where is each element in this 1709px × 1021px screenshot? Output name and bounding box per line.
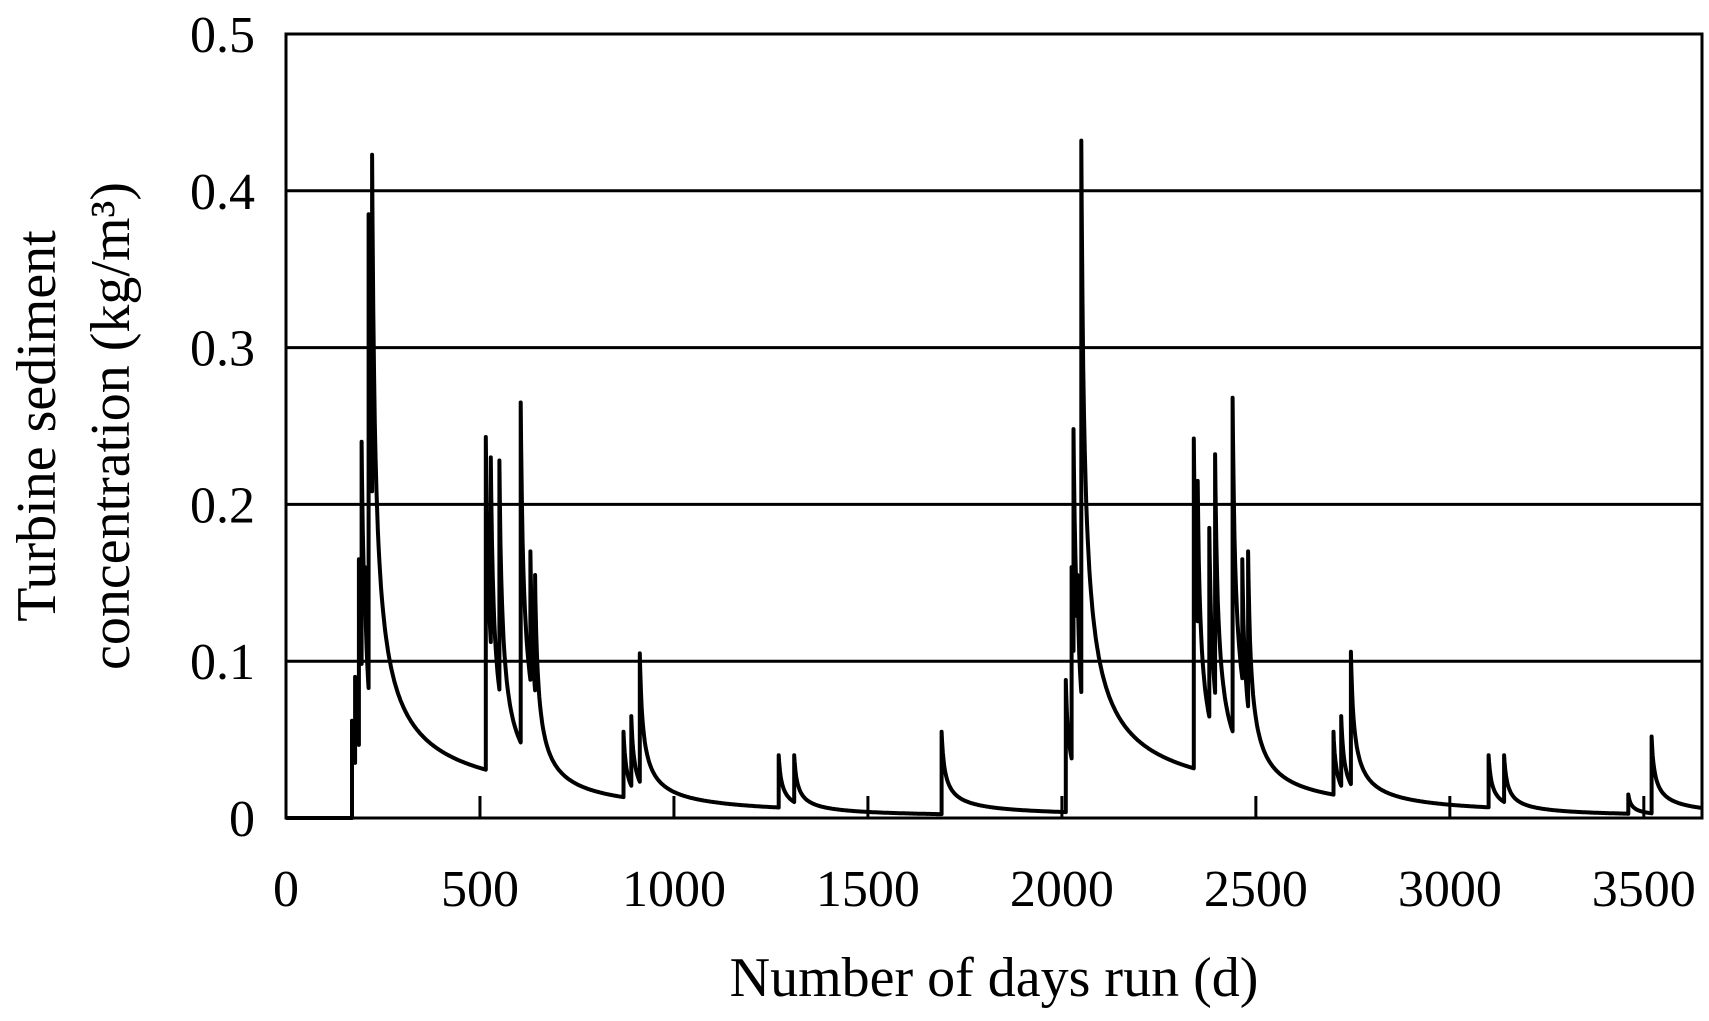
x-tick-label-500: 500 xyxy=(441,861,519,918)
x-tick-label-3500: 3500 xyxy=(1592,861,1696,918)
x-tick-label-2000: 2000 xyxy=(1010,861,1114,918)
y-tick-labels: 0 0.1 0.2 0.3 0.4 0.5 xyxy=(190,7,255,848)
y-axis-title: Turbine sediment concentration (kg/m³) xyxy=(6,182,142,670)
y-tick-label-0.2: 0.2 xyxy=(190,477,255,534)
x-tick-label-2500: 2500 xyxy=(1204,861,1308,918)
x-tick-labels: 0 500 1000 1500 2000 2500 3000 3500 xyxy=(273,861,1696,918)
y-axis-title-line1: Turbine sediment xyxy=(6,230,68,622)
y-tick-label-0: 0 xyxy=(229,791,255,848)
y-tick-label-0.5: 0.5 xyxy=(190,7,255,64)
x-tick-label-3000: 3000 xyxy=(1398,861,1502,918)
y-tick-label-0.3: 0.3 xyxy=(190,321,255,378)
x-axis-title: Number of days run (d) xyxy=(730,947,1259,1009)
y-axis-title-line2: concentration (kg/m³) xyxy=(80,182,142,670)
y-tick-label-0.1: 0.1 xyxy=(190,634,255,691)
x-tick-label-1000: 1000 xyxy=(622,861,726,918)
x-tick-label-0: 0 xyxy=(273,861,299,918)
series-layer xyxy=(286,138,1703,820)
x-tick-label-1500: 1500 xyxy=(816,861,920,918)
series-line xyxy=(286,138,1703,820)
plot-area-frame xyxy=(284,32,1704,820)
y-tick-label-0.4: 0.4 xyxy=(190,164,255,221)
